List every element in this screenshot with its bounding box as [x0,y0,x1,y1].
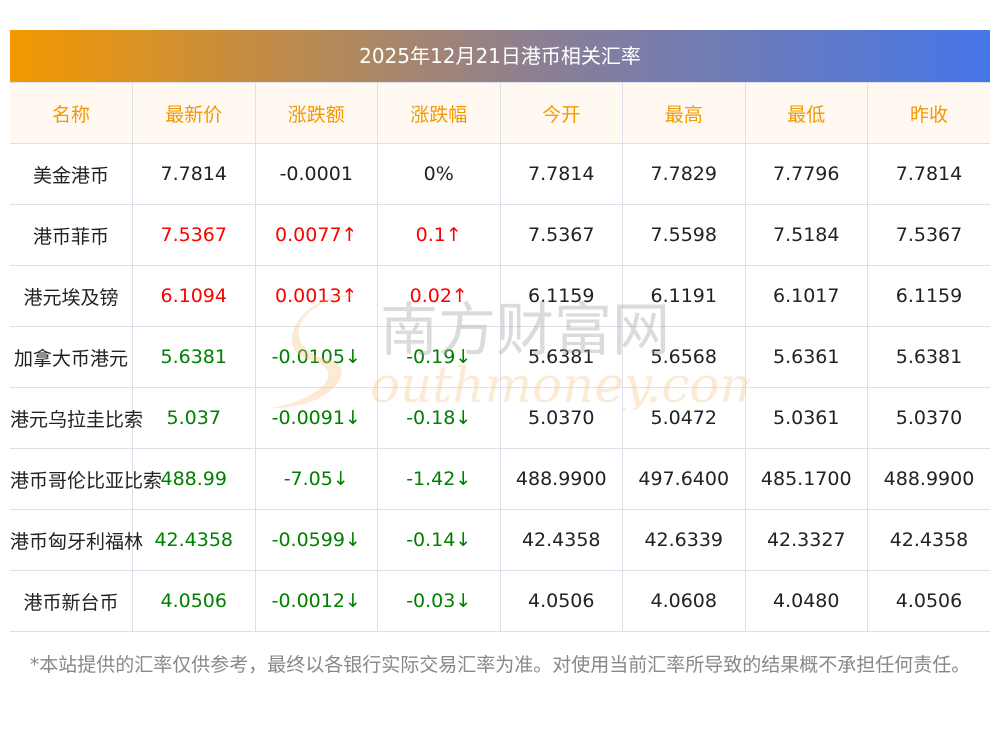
column-header: 涨跌幅 [377,82,501,144]
cell-low: 5.6361 [744,326,868,388]
cell-prev: 5.6381 [867,326,990,388]
cell-low: 6.1017 [744,265,868,327]
cell-low: 7.5184 [744,204,868,266]
cell-change: 0.0013↑ [254,265,378,327]
cell-latest: 6.1094 [132,265,256,327]
table-row: 美金港币 7.7814 -0.0001 0% 7.7814 7.7829 7.7796 7.7… [10,143,990,205]
column-header: 最高 [622,82,746,144]
cell-name: 港币哥伦比亚比索 [10,448,162,510]
cell-pct: 0% [377,143,501,205]
cell-open: 6.1159 [499,265,623,327]
cell-latest: 42.4358 [132,509,256,571]
cell-low: 4.0480 [744,570,868,632]
cell-pct: -1.42↓ [377,448,501,510]
cell-low: 5.0361 [744,387,868,449]
column-header: 今开 [499,82,623,144]
cell-prev: 42.4358 [867,509,990,571]
table-row: 港币匈牙利福林 42.4358 -0.0599↓ -0.14↓ 42.4358 42.63… [10,509,990,571]
cell-name: 港元埃及镑 [10,265,133,327]
cell-prev: 5.0370 [867,387,990,449]
table-row: 港币菲币 7.5367 0.0077↑ 0.1↑ 7.5367 7.5598 7.5184 7… [10,204,990,266]
column-header: 涨跌额 [254,82,378,144]
cell-latest: 4.0506 [132,570,256,632]
cell-pct: -0.19↓ [377,326,501,388]
cell-pct: -0.03↓ [377,570,501,632]
cell-pct: 0.1↑ [377,204,501,266]
cell-prev: 7.7814 [867,143,990,205]
cell-open: 5.6381 [499,326,623,388]
cell-name: 港币匈牙利福林 [10,509,143,571]
cell-name: 加拿大币港元 [10,326,133,388]
exchange-rate-table: 名称 最新价 涨跌额 涨跌幅 今开 最高 最低 昨收 美金港币 7.7814 -0.… [10,82,990,632]
column-header: 名称 [10,82,133,144]
cell-low: 42.3327 [744,509,868,571]
column-header: 最新价 [132,82,256,144]
cell-high: 497.6400 [622,448,746,510]
cell-name: 港元乌拉圭比索 [10,387,143,449]
cell-change: 0.0077↑ [254,204,378,266]
table-header-row: 名称 最新价 涨跌额 涨跌幅 今开 最高 最低 昨收 [10,82,990,144]
cell-open: 42.4358 [499,509,623,571]
cell-change: -0.0599↓ [254,509,378,571]
cell-change: -7.05↓ [254,448,378,510]
cell-open: 7.5367 [499,204,623,266]
cell-latest: 7.5367 [132,204,256,266]
cell-open: 4.0506 [499,570,623,632]
cell-high: 7.5598 [622,204,746,266]
cell-change: -0.0012↓ [254,570,378,632]
cell-prev: 7.5367 [867,204,990,266]
table-row: 港币新台币 4.0506 -0.0012↓ -0.03↓ 4.0506 4.0608 4.0… [10,570,990,632]
cell-open: 7.7814 [499,143,623,205]
cell-open: 488.9900 [499,448,623,510]
cell-open: 5.0370 [499,387,623,449]
cell-change: -0.0091↓ [254,387,378,449]
cell-high: 6.1191 [622,265,746,327]
table-row: 港元埃及镑 6.1094 0.0013↑ 0.02↑ 6.1159 6.1191 6.101… [10,265,990,327]
cell-high: 42.6339 [622,509,746,571]
cell-pct: -0.18↓ [377,387,501,449]
cell-name: 港币菲币 [10,204,133,266]
cell-high: 5.0472 [622,387,746,449]
cell-latest: 5.037 [132,387,256,449]
cell-pct: 0.02↑ [377,265,501,327]
page-title: 2025年12月21日港币相关汇率 [10,30,990,82]
column-header: 最低 [744,82,868,144]
cell-prev: 488.9900 [867,448,990,510]
cell-latest: 5.6381 [132,326,256,388]
cell-low: 485.1700 [744,448,868,510]
cell-change: -0.0001 [254,143,378,205]
cell-low: 7.7796 [744,143,868,205]
cell-pct: -0.14↓ [377,509,501,571]
column-header: 昨收 [867,82,990,144]
cell-latest: 7.7814 [132,143,256,205]
cell-prev: 6.1159 [867,265,990,327]
cell-high: 5.6568 [622,326,746,388]
table-row: 港元乌拉圭比索 5.037 -0.0091↓ -0.18↓ 5.0370 5.0472 5.… [10,387,990,449]
cell-change: -0.0105↓ [254,326,378,388]
cell-high: 4.0608 [622,570,746,632]
disclaimer: *本站提供的汇率仅供参考，最终以各银行实际交易汇率为准。对使用当前汇率所导致的结… [29,654,971,676]
table-row: 港币哥伦比亚比索 488.99 -7.05↓ -1.42↓ 488.9900 497.64… [10,448,990,510]
cell-name: 美金港币 [10,143,133,205]
cell-prev: 4.0506 [867,570,990,632]
cell-latest: 488.99 [132,448,256,510]
table-row: 加拿大币港元 5.6381 -0.0105↓ -0.19↓ 5.6381 5.6568 5.… [10,326,990,388]
cell-high: 7.7829 [622,143,746,205]
cell-name: 港币新台币 [10,570,133,632]
